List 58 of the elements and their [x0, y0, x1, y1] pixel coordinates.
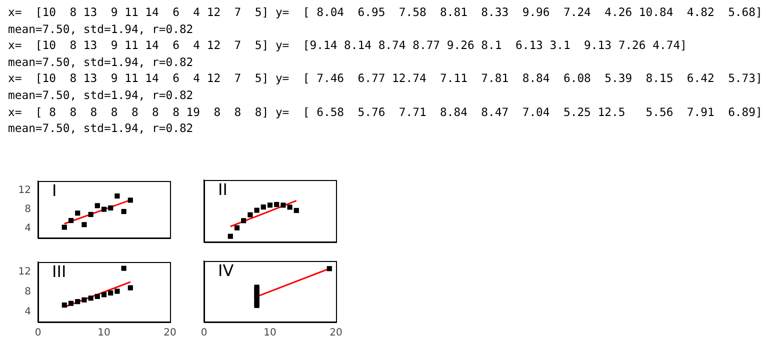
point	[94, 294, 100, 299]
y-tick-label: 4	[24, 223, 31, 234]
x-tick-label: 10	[98, 328, 110, 339]
annotation: I	[52, 181, 57, 200]
point	[114, 193, 120, 199]
point	[121, 266, 126, 271]
x-tick-label: 20	[164, 328, 176, 339]
y-tick-label: 8	[24, 286, 31, 298]
point	[248, 212, 253, 218]
text: mean=7.50, std=1.94, r=0.82	[8, 86, 194, 104]
x-tick-label: 0	[34, 328, 42, 339]
point	[101, 206, 107, 212]
point	[101, 292, 107, 298]
y-tick-label: 12	[18, 266, 31, 278]
point	[241, 218, 246, 224]
point	[326, 266, 332, 272]
point	[254, 208, 260, 213]
point	[68, 300, 74, 306]
point	[108, 290, 114, 296]
y-tick-label: 8	[24, 204, 31, 216]
annotation: II	[218, 180, 228, 200]
point	[267, 202, 273, 208]
point	[234, 225, 240, 230]
x-tick-label: 0	[200, 328, 208, 339]
point	[82, 222, 87, 228]
point	[114, 288, 120, 294]
x-tick-label: 20	[330, 328, 342, 339]
point	[68, 218, 74, 224]
x-tick-label: 10	[264, 328, 276, 339]
point	[121, 208, 126, 214]
point	[82, 297, 87, 302]
point	[228, 234, 233, 239]
y-tick-label: 12	[18, 185, 31, 196]
point	[94, 203, 100, 208]
text: x= [10 8 13 9 11 14 6 4 12 7 5] y= [9.14 8.14 8.74 8.77 9.26 8.1 6.13 3.1 9.13 7.26 4.74]	[8, 37, 688, 54]
text: mean=7.50, std=1.94, r=0.82	[8, 54, 194, 70]
point	[62, 302, 67, 308]
text: x= [10 8 13 9 11 14 6 4 12 7 5] y= [ 7.46 6.77 12.74 7.11 7.81 8.84 6.08 5.39 8.15 6.42 5.73]	[8, 70, 762, 87]
y-tick-label: 4	[24, 306, 31, 318]
text: x= [10 8 13 9 11 14 6 4 12 7 5] y= [ 8.04 6.95 7.58 8.81 8.33 9.96 7.24 4.26 10.84 4.82 5.68]	[8, 4, 762, 21]
point	[128, 285, 133, 290]
point	[108, 205, 114, 210]
point	[287, 204, 292, 210]
point	[260, 204, 266, 210]
point	[294, 208, 299, 214]
text: mean=7.50, std=1.94, r=0.82	[8, 120, 194, 137]
text: mean=7.50, std=1.94, r=0.82	[8, 20, 194, 38]
annotation: IV	[218, 261, 234, 280]
point	[128, 198, 133, 203]
point	[274, 202, 280, 208]
annotation: III	[52, 262, 66, 282]
point	[62, 224, 67, 230]
point	[75, 210, 80, 216]
point	[88, 296, 94, 301]
point	[88, 212, 94, 218]
point	[280, 202, 286, 208]
point	[75, 299, 80, 304]
text: x= [ 8 8 8 8 8 8 8 19 8 8 8] y= [ 6.58 5.76 7.71 8.84 8.47 7.04 5.25 12.5 5.56 7.91 6.89]	[8, 104, 762, 120]
